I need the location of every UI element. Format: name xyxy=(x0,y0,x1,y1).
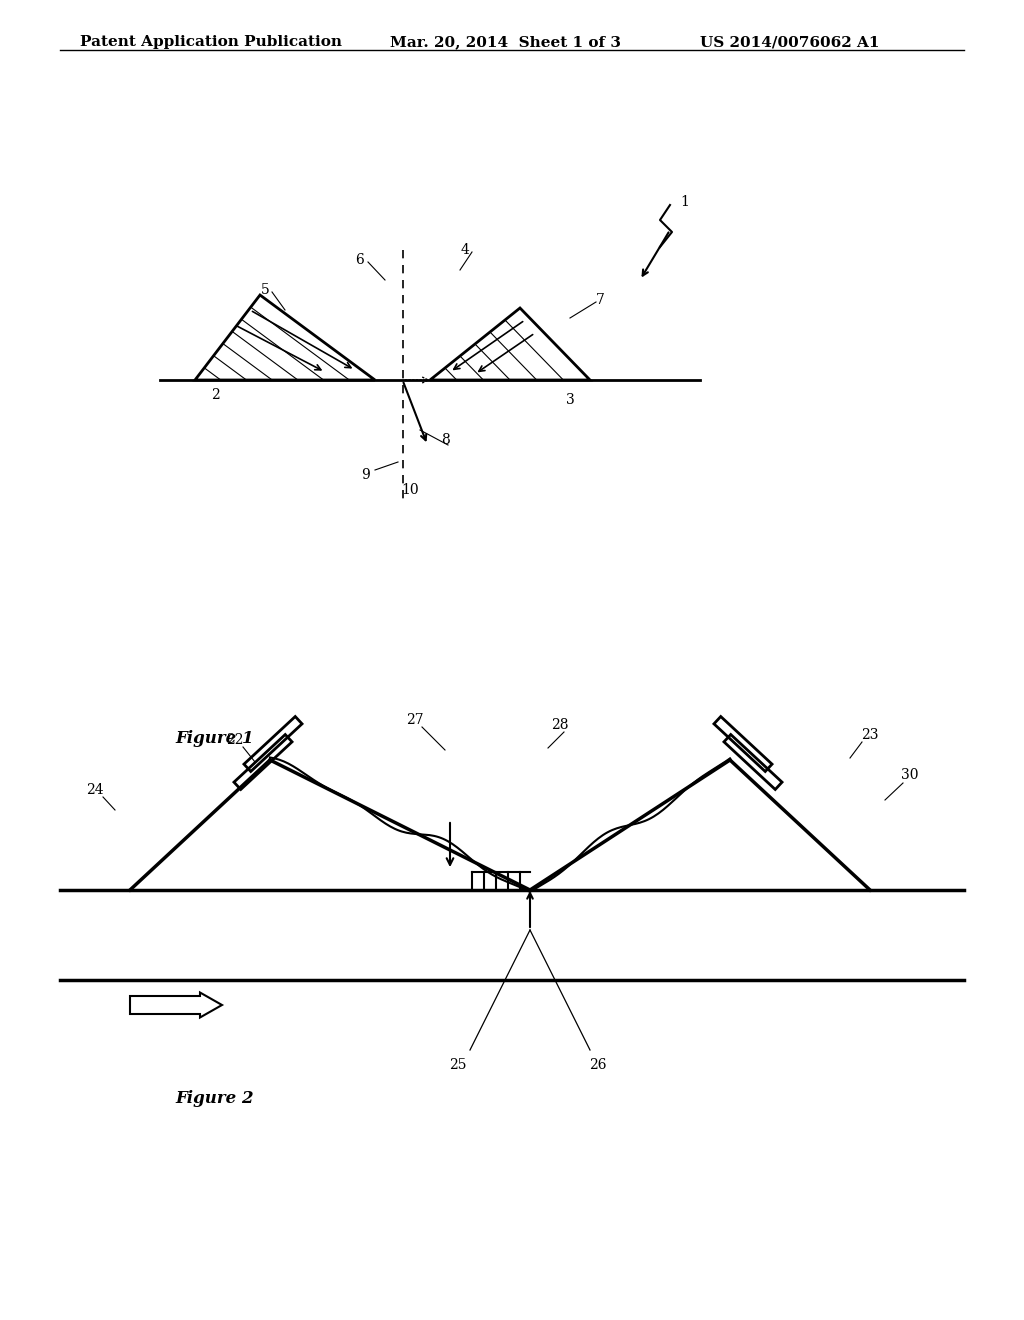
Text: 28: 28 xyxy=(551,718,568,733)
Text: 1: 1 xyxy=(681,195,689,209)
Text: 10: 10 xyxy=(401,483,419,498)
Text: 25: 25 xyxy=(450,1059,467,1072)
Text: 2: 2 xyxy=(211,388,219,403)
Text: 3: 3 xyxy=(565,393,574,407)
Text: 5: 5 xyxy=(261,282,269,297)
Text: 9: 9 xyxy=(360,469,370,482)
Text: 6: 6 xyxy=(355,253,365,267)
Text: Patent Application Publication: Patent Application Publication xyxy=(80,36,342,49)
Text: Figure 2: Figure 2 xyxy=(175,1090,254,1107)
Text: Figure 1: Figure 1 xyxy=(175,730,254,747)
Text: 24: 24 xyxy=(86,783,103,797)
Text: 23: 23 xyxy=(861,729,879,742)
FancyArrow shape xyxy=(130,993,222,1018)
Text: 27: 27 xyxy=(407,713,424,727)
Text: Mar. 20, 2014  Sheet 1 of 3: Mar. 20, 2014 Sheet 1 of 3 xyxy=(390,36,621,49)
Text: 22: 22 xyxy=(226,733,244,747)
Text: 4: 4 xyxy=(461,243,469,257)
Text: 8: 8 xyxy=(440,433,450,447)
Text: 7: 7 xyxy=(596,293,604,308)
Text: 30: 30 xyxy=(901,768,919,781)
Text: US 2014/0076062 A1: US 2014/0076062 A1 xyxy=(700,36,880,49)
Text: 26: 26 xyxy=(589,1059,607,1072)
